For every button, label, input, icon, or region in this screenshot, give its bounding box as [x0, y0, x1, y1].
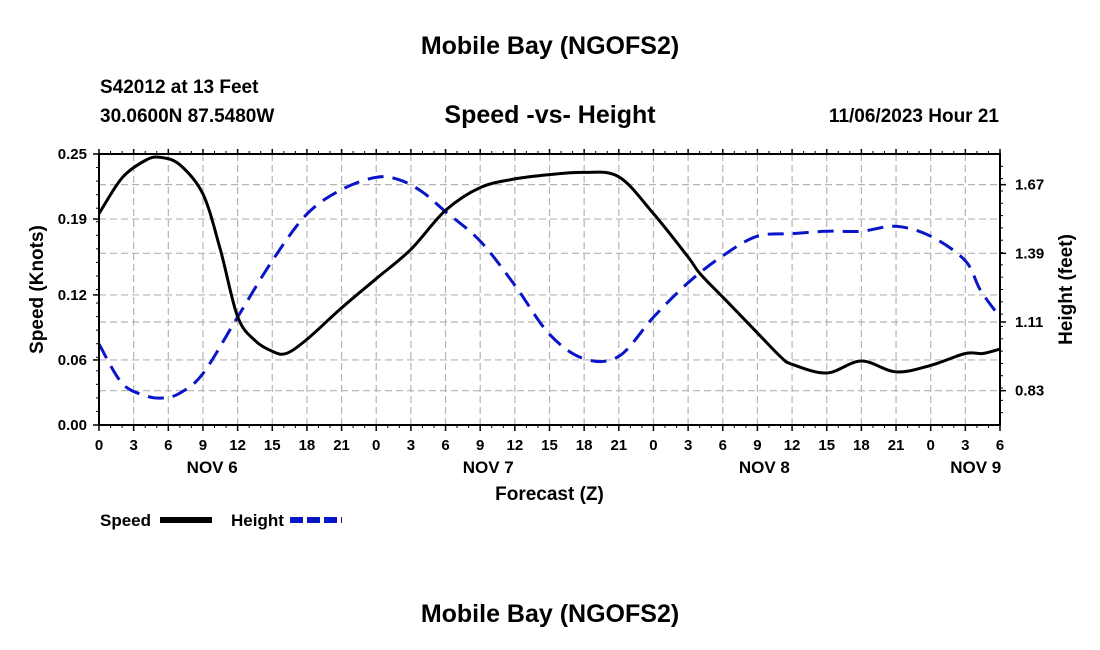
- x-tick-label: 15: [818, 437, 835, 454]
- y2-tick-label: 0.83: [1015, 383, 1044, 400]
- y-tick-label: 0.19: [58, 211, 87, 228]
- x-tick-label: 12: [229, 437, 246, 454]
- date-label: NOV 7: [463, 458, 514, 477]
- y2-tick-label: 1.39: [1015, 245, 1044, 262]
- date-label: NOV 6: [187, 458, 238, 477]
- axes: 0 3 6 9 12 15 18 21 0 3 6 9 12 15 18 21 0 3 6 9 12 15 18 21 0 3 6 0…: [27, 146, 1077, 505]
- x-tick-label: 6: [719, 437, 727, 454]
- y2-tick-label: 1.11: [1015, 314, 1043, 331]
- series-line-height: [99, 175, 1000, 400]
- x-tick-label: 18: [853, 437, 870, 454]
- x-tick-label: 3: [961, 437, 969, 454]
- x-tick-label: 0: [649, 437, 657, 454]
- legend-label-speed: Speed: [100, 511, 151, 530]
- x-tick-label: 18: [576, 437, 593, 454]
- y2-axis-title: Height (feet): [1056, 234, 1077, 345]
- y2-tick-label: 1.67: [1015, 177, 1044, 194]
- x-tick-label: 18: [299, 437, 316, 454]
- x-tick-label: 6: [164, 437, 172, 454]
- x-tick-label: 21: [888, 437, 905, 454]
- y-tick-label: 0.25: [58, 146, 87, 163]
- x-tick-label: 15: [264, 437, 281, 454]
- x-tick-label: 0: [927, 437, 935, 454]
- footer-title: Mobile Bay (NGOFS2): [420, 600, 680, 628]
- date-label: NOV 9: [950, 458, 1001, 477]
- y-axis-title: Speed (Knots): [27, 225, 48, 354]
- y-tick-label: 0.06: [58, 352, 87, 369]
- chart-subtitle: Speed -vs- Height: [444, 101, 656, 129]
- x-tick-label: 12: [507, 437, 524, 454]
- legend: Speed Height: [100, 511, 342, 530]
- series-layer: [99, 155, 1000, 400]
- x-tick-label: 9: [199, 437, 207, 454]
- grid: [99, 154, 1000, 425]
- y-tick-label: 0.12: [58, 287, 87, 304]
- x-tick-label: 21: [333, 437, 350, 454]
- x-tick-label: 6: [441, 437, 449, 454]
- x-tick-label: 0: [95, 437, 103, 454]
- x-tick-label: 3: [684, 437, 692, 454]
- x-tick-label: 3: [129, 437, 137, 454]
- station-label: S42012 at 13 Feet: [100, 77, 259, 98]
- x-axis-title: Forecast (Z): [495, 484, 604, 505]
- chart-title: Mobile Bay (NGOFS2): [420, 32, 680, 60]
- coordinates-label: 30.0600N 87.5480W: [100, 106, 275, 127]
- legend-label-height: Height: [231, 511, 284, 530]
- x-tick-label: 0: [372, 437, 380, 454]
- forecast-datetime: 11/06/2023 Hour 21: [828, 106, 999, 127]
- x-tick-label: 9: [753, 437, 761, 454]
- x-tick-label: 9: [476, 437, 484, 454]
- x-tick-label: 6: [996, 437, 1004, 454]
- date-label: NOV 8: [739, 458, 790, 477]
- series-line-speed: [99, 155, 1000, 375]
- x-tick-label: 21: [610, 437, 627, 454]
- y-tick-label: 0.00: [58, 417, 87, 434]
- x-tick-label: 3: [407, 437, 415, 454]
- x-tick-label: 15: [541, 437, 558, 454]
- x-tick-label: 12: [784, 437, 801, 454]
